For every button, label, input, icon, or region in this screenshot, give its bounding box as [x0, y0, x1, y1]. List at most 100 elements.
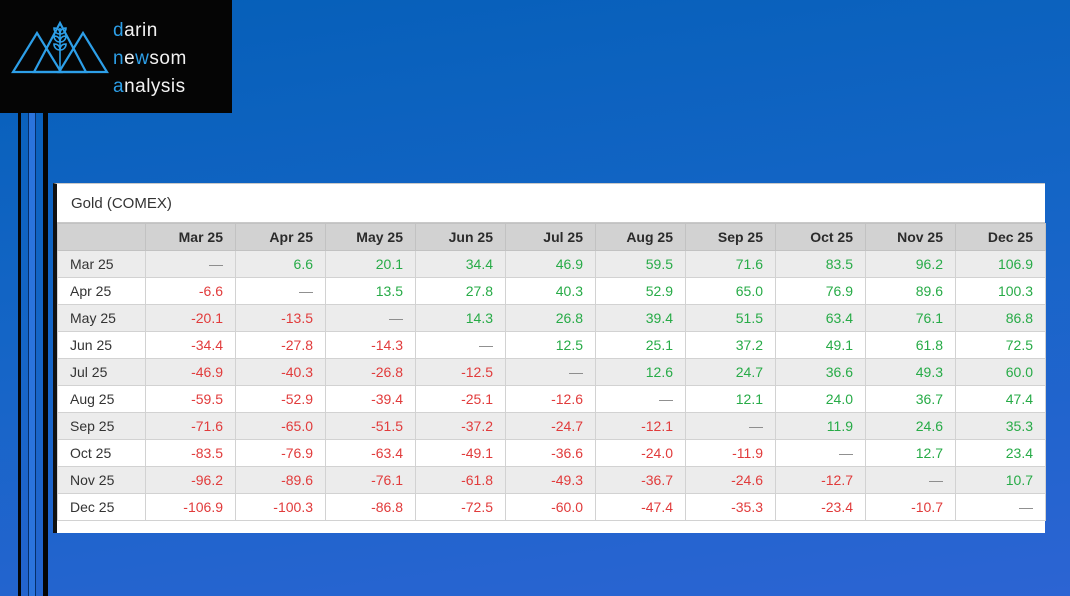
spread-cell: 12.5	[505, 331, 596, 359]
spread-cell: -25.1	[415, 385, 506, 413]
logo-letter: arin	[124, 20, 158, 41]
spread-cell: -76.9	[235, 439, 326, 467]
table-row: Oct 25 -83.5 -76.9 -63.4 -49.1 -36.6 -24.0 -11.…	[57, 439, 1046, 467]
spread-cell: -14.3	[325, 331, 416, 359]
spread-cell: 20.1	[325, 250, 416, 278]
spread-cell: 86.8	[955, 304, 1046, 332]
spread-cell: -71.6	[145, 412, 236, 440]
table-row: Mar 25—6.6 20.1 34.4 46.9 59.5 71.6 83.5 96.2 10…	[57, 250, 1046, 278]
spread-cell: -35.3	[685, 493, 776, 521]
spread-cell: 47.4	[955, 385, 1046, 413]
row-header: Aug 25	[57, 385, 146, 413]
spread-cell: 12.7	[865, 439, 956, 467]
table-row: Jul 25 -46.9 -40.3 -26.8 -12.5—12.6 24.7 36.6 4…	[57, 358, 1046, 386]
spread-cell: -47.4	[595, 493, 686, 521]
logo-letter: n	[113, 48, 125, 69]
spread-cell: 6.6	[235, 250, 326, 278]
spread-cell: 36.7	[865, 385, 956, 413]
spread-cell: 89.6	[865, 277, 956, 305]
spread-cell: -51.5	[325, 412, 416, 440]
spread-cell: 52.9	[595, 277, 686, 305]
spread-cell: 35.3	[955, 412, 1046, 440]
spread-cell: -72.5	[415, 493, 506, 521]
spread-cell: 65.0	[685, 277, 776, 305]
dna-logo: darin newsom analysis	[0, 0, 232, 113]
spread-cell: -36.6	[505, 439, 596, 467]
spread-cell: -24.7	[505, 412, 596, 440]
spread-cell: 26.8	[505, 304, 596, 332]
spread-cell: -12.7	[775, 466, 866, 494]
spread-cell: 24.0	[775, 385, 866, 413]
spread-cell: -83.5	[145, 439, 236, 467]
spread-cell: -36.7	[595, 466, 686, 494]
spread-cell: 72.5	[955, 331, 1046, 359]
column-header: Aug 25	[595, 223, 686, 251]
spread-cell: 27.8	[415, 277, 506, 305]
column-header: May 25	[325, 223, 416, 251]
spread-cell: 100.3	[955, 277, 1046, 305]
spread-cell: —	[325, 304, 416, 332]
spread-cell: -10.7	[865, 493, 956, 521]
spread-cell: -61.8	[415, 466, 506, 494]
instrument-title: Gold (COMEX)	[57, 184, 1045, 223]
spread-cell: —	[145, 250, 236, 278]
spread-cell: 23.4	[955, 439, 1046, 467]
spread-cell: -106.9	[145, 493, 236, 521]
spread-cell: -24.0	[595, 439, 686, 467]
row-header: Mar 25	[57, 250, 146, 278]
spread-cell: -6.6	[145, 277, 236, 305]
spread-cell: -65.0	[235, 412, 326, 440]
matrix-header-row: Mar 25 Apr 25 May 25 Jun 25 Jul 25 Aug 25 Sep …	[57, 223, 1046, 251]
spread-cell: —	[775, 439, 866, 467]
spread-cell: 37.2	[685, 331, 776, 359]
spread-cell: 36.6	[775, 358, 866, 386]
table-row: Jun 25 -34.4 -27.8 -14.3—12.5 25.1 37.2 49.1 61…	[57, 331, 1046, 359]
column-header: Apr 25	[235, 223, 326, 251]
row-header: May 25	[57, 304, 146, 332]
spread-cell: 24.6	[865, 412, 956, 440]
spread-cell: -76.1	[325, 466, 416, 494]
spread-cell: -24.6	[685, 466, 776, 494]
spread-cell: 60.0	[955, 358, 1046, 386]
row-header: Jun 25	[57, 331, 146, 359]
spread-cell: 106.9	[955, 250, 1046, 278]
spread-cell: 34.4	[415, 250, 506, 278]
spread-cell: -11.9	[685, 439, 776, 467]
spread-cell: 24.7	[685, 358, 776, 386]
spread-cell: 13.5	[325, 277, 416, 305]
spread-cell: 61.8	[865, 331, 956, 359]
row-header: Jul 25	[57, 358, 146, 386]
spread-cell: -59.5	[145, 385, 236, 413]
window-edge-sliver-3	[43, 113, 48, 596]
column-header: Nov 25	[865, 223, 956, 251]
spread-cell: 46.9	[505, 250, 596, 278]
spread-cell: 49.1	[775, 331, 866, 359]
spread-cell: 76.9	[775, 277, 866, 305]
window-edge-sliver-2	[28, 113, 36, 596]
spread-cell: 39.4	[595, 304, 686, 332]
row-header: Dec 25	[57, 493, 146, 521]
spread-cell: -40.3	[235, 358, 326, 386]
spread-cell: 14.3	[415, 304, 506, 332]
spread-cell: -89.6	[235, 466, 326, 494]
table-row: Sep 25 -71.6 -65.0 -51.5 -37.2 -24.7 -12.1—11.…	[57, 412, 1046, 440]
quote-board-window: Gold (COMEX) Mar 25 Apr 25 May 25 Jun 25 Jul…	[53, 183, 1046, 533]
spread-cell: -34.4	[145, 331, 236, 359]
column-header: Jun 25	[415, 223, 506, 251]
spread-cell: —	[235, 277, 326, 305]
spread-cell: -27.8	[235, 331, 326, 359]
logo-letter: e	[124, 48, 136, 69]
spread-matrix-table: Mar 25 Apr 25 May 25 Jun 25 Jul 25 Aug 25 Sep …	[57, 223, 1046, 521]
spread-cell: -52.9	[235, 385, 326, 413]
logo-letter: som	[149, 48, 187, 69]
mountain-wheat-icon	[11, 20, 109, 74]
spread-cell: 25.1	[595, 331, 686, 359]
spread-cell: -12.5	[415, 358, 506, 386]
table-row: Aug 25 -59.5 -52.9 -39.4 -25.1 -12.6—12.1 24.0…	[57, 385, 1046, 413]
spread-cell: 51.5	[685, 304, 776, 332]
spread-cell: —	[415, 331, 506, 359]
spread-cell: 59.5	[595, 250, 686, 278]
spread-cell: -23.4	[775, 493, 866, 521]
column-header: Oct 25	[775, 223, 866, 251]
matrix-body: Mar 25—6.6 20.1 34.4 46.9 59.5 71.6 83.5 96.2 10…	[57, 250, 1046, 521]
